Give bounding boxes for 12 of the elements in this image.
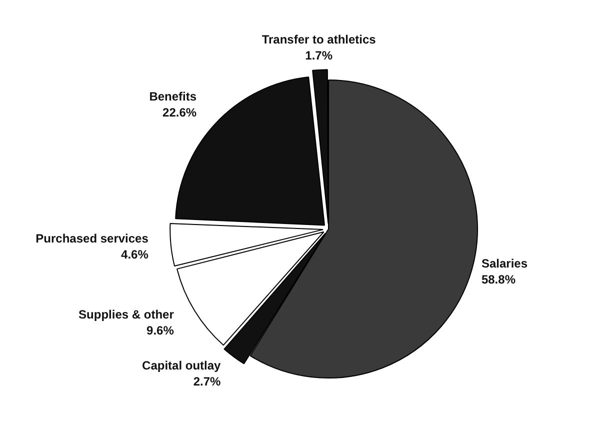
slice-label: Benefits (149, 89, 197, 104)
slice-label: Supplies & other (78, 307, 174, 322)
data-label: 58.8% (481, 272, 516, 287)
data-label: 9.6% (146, 323, 174, 338)
slice-label: Purchased services (36, 231, 149, 246)
data-label: 22.6% (162, 105, 197, 120)
slice-label: Capital outlay (142, 358, 222, 373)
slice-label: Transfer to athletics (262, 32, 376, 47)
data-label: 1.7% (305, 48, 333, 63)
data-label: 2.7% (193, 374, 222, 389)
data-label: 4.6% (121, 247, 149, 262)
slice-label: Salaries (481, 256, 528, 271)
